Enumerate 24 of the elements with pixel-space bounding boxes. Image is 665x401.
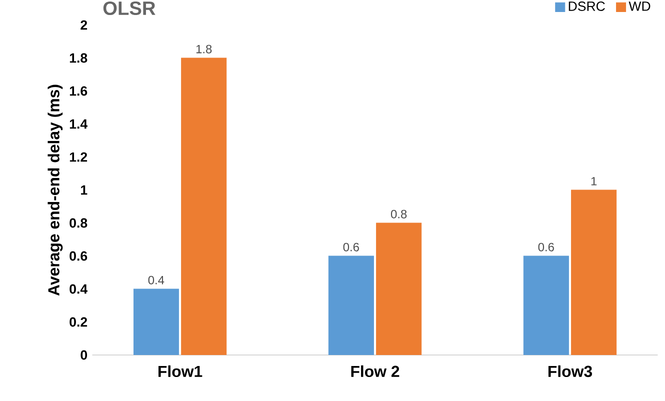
y-tick-label: 0.6	[70, 251, 88, 261]
x-tick-label: Flow 2	[351, 365, 400, 378]
x-tick-label: Flow1	[158, 365, 202, 378]
y-tick-label: 1	[81, 185, 88, 195]
legend-label: DSRC	[568, 2, 605, 11]
x-tick-label: Flow3	[548, 365, 592, 378]
data-label: 0.4	[148, 276, 164, 284]
data-label: 0.6	[538, 242, 554, 252]
y-tick-label: 0.4	[70, 284, 88, 294]
y-tick-label: 0.2	[70, 317, 88, 327]
y-tick-label: 1.6	[70, 86, 88, 96]
y-tick-label: 0	[80, 350, 88, 360]
y-axis-title: Average end-end delay (ms)	[48, 84, 63, 296]
data-label: 0.8	[390, 210, 407, 218]
y-tick-label: 0.8	[70, 218, 88, 228]
data-label: 1	[591, 177, 597, 186]
chart-title: OLSR	[103, 1, 156, 16]
legend-label: WD	[628, 2, 650, 11]
data-label: 0.6	[343, 242, 359, 252]
y-tick-label: 1.4	[70, 119, 88, 129]
y-tick-label: 1.8	[70, 53, 88, 63]
y-tick-label: 1.2	[70, 152, 88, 162]
y-tick-label: 2	[80, 20, 88, 30]
data-label: 1.8	[196, 44, 212, 54]
